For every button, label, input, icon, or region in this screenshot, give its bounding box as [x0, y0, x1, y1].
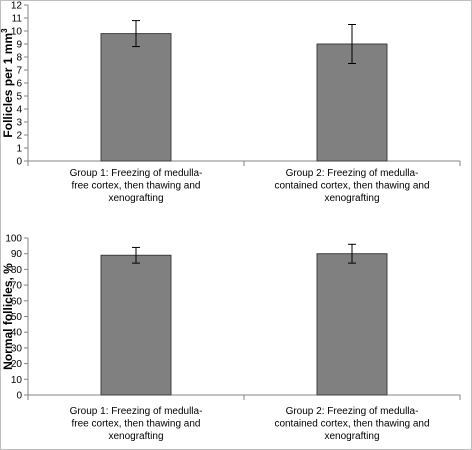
- y-tick-label: 4: [16, 105, 22, 116]
- category-label: Group 2: Freezing of medulla-contained c…: [274, 168, 429, 204]
- y-tick-label: 10: [11, 375, 23, 386]
- y-tick-label: 7: [16, 66, 22, 77]
- bar: [316, 253, 388, 396]
- y-axis-title: Normal follicles, %: [1, 263, 15, 370]
- y-tick-label: 70: [11, 281, 23, 292]
- category-label: Group 1: Freezing of medulla-free cortex…: [70, 168, 203, 204]
- y-tick-label: 20: [11, 359, 23, 370]
- category-label: Group 1: Freezing of medulla-free cortex…: [70, 406, 203, 442]
- y-tick-label: 1: [16, 144, 22, 155]
- y-tick-label: 0: [16, 157, 22, 168]
- y-tick-label: 100: [5, 234, 22, 245]
- y-axis-title-base: Follicles per 1 mm: [1, 33, 15, 138]
- y-tick-label: 12: [11, 1, 23, 12]
- category-label-line: xenografting: [324, 431, 379, 442]
- y-tick-label: 2: [16, 131, 22, 142]
- category-label-line: Group 1: Freezing of medulla-: [70, 168, 203, 179]
- y-tick-label: 90: [11, 249, 23, 260]
- bar: [100, 254, 172, 396]
- y-tick-label: 60: [11, 296, 23, 307]
- y-tick-label: 9: [16, 40, 22, 51]
- bar: [100, 33, 172, 162]
- category-label-line: free cortex, then thawing and: [72, 419, 201, 430]
- category-label: Group 2: Freezing of medulla-contained c…: [274, 406, 429, 442]
- y-tick-label: 6: [16, 79, 22, 90]
- category-label-line: contained cortex, then thawing and: [274, 181, 429, 192]
- y-axis-title-superscript: 3: [0, 28, 9, 33]
- category-label-line: xenografting: [108, 193, 163, 204]
- category-label-line: Group 1: Freezing of medulla-: [70, 406, 203, 417]
- category-label-line: free cortex, then thawing and: [72, 181, 201, 192]
- y-tick-label: 80: [11, 265, 23, 276]
- y-tick-label: 3: [16, 118, 22, 129]
- y-tick-label: 0: [16, 391, 22, 402]
- y-tick-label: 11: [12, 14, 23, 25]
- chart-normal-follicles: 0 10 20 30 40 50 60 70 80 90 100 Group 1: Freezing …: [1, 234, 461, 442]
- y-tick-label: 10: [11, 27, 23, 38]
- category-label-line: Group 2: Freezing of medulla-: [286, 406, 419, 417]
- category-label-line: xenografting: [324, 193, 379, 204]
- y-tick-label: 5: [16, 92, 22, 103]
- y-axis-title: Follicles per 1 mm3: [0, 28, 15, 138]
- y-tick-label: 40: [11, 328, 23, 339]
- y-tick-label: 30: [11, 343, 23, 354]
- y-tick-label: 8: [16, 53, 22, 64]
- category-label-line: xenografting: [108, 431, 163, 442]
- category-label-line: contained cortex, then thawing and: [274, 419, 429, 430]
- category-label-line: Group 2: Freezing of medulla-: [286, 168, 419, 179]
- y-tick-label: 50: [11, 312, 23, 323]
